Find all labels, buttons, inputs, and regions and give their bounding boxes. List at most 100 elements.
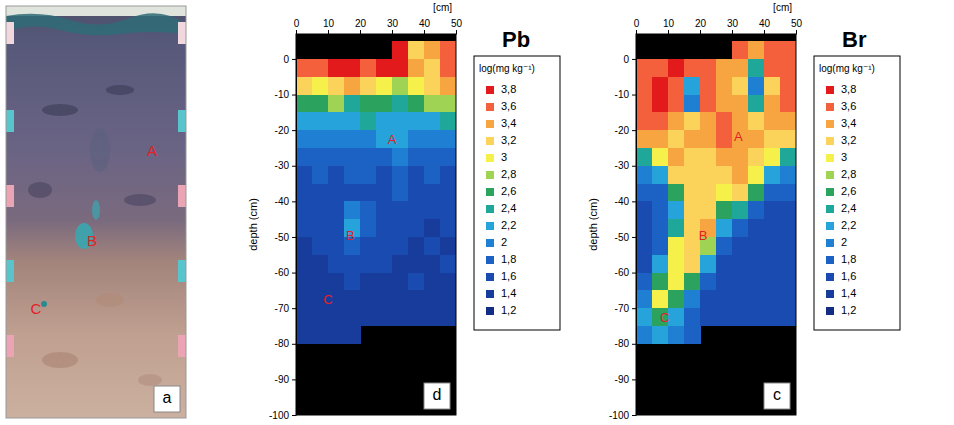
heat-cell — [392, 219, 409, 237]
heat-cell — [408, 112, 425, 130]
heat-cell — [440, 77, 456, 95]
heat-cell — [780, 148, 796, 166]
heat-cell — [716, 59, 733, 77]
tick-label: -10 — [275, 89, 290, 100]
tick-mark — [632, 379, 636, 380]
heat-cell — [764, 308, 781, 326]
plot-background — [296, 34, 456, 415]
heat-cell — [296, 184, 313, 202]
tick: -50 — [615, 232, 636, 243]
tick: 10 — [323, 18, 335, 34]
heat-cell — [408, 308, 425, 326]
heat-cell — [780, 255, 796, 273]
heat-cell — [700, 130, 717, 148]
tick-label: 50 — [791, 18, 803, 29]
tick-mark — [292, 415, 296, 416]
heat-cell — [748, 148, 765, 166]
tick-label: -100 — [609, 410, 629, 421]
heat-cell — [376, 255, 393, 273]
heat-cell — [328, 255, 345, 273]
colorbar-label: 1,4 — [501, 287, 516, 299]
heat-cell — [652, 290, 669, 308]
x-axis-title: [cm] — [433, 2, 452, 13]
colorbar-swatch — [826, 205, 834, 213]
tick: -90 — [615, 374, 636, 385]
tick-label: -70 — [275, 303, 290, 314]
heat-cell — [312, 184, 329, 202]
colorbar-swatch — [826, 307, 834, 315]
tick-mark — [700, 30, 701, 34]
tick-label: -80 — [275, 338, 290, 349]
heat-cell — [392, 290, 409, 308]
tick-mark — [732, 30, 733, 34]
heat-cell — [764, 273, 781, 291]
colorbar-swatch — [486, 188, 494, 196]
scale-marker — [178, 185, 186, 207]
tick-mark — [292, 59, 296, 60]
heat-cell — [424, 166, 441, 184]
colorbar-swatch — [826, 154, 834, 162]
heat-cell — [636, 237, 653, 255]
tick: -10 — [615, 89, 636, 100]
panel-label-box — [424, 383, 450, 409]
colorbar-label: 2,2 — [501, 219, 516, 231]
heat-cell — [780, 59, 796, 77]
heat-cell — [732, 184, 749, 202]
tick-label: -10 — [615, 89, 630, 100]
colorbar-label: 2,2 — [841, 219, 856, 231]
tick: -70 — [275, 303, 296, 314]
colorbar-label: 3,2 — [501, 134, 516, 146]
tick-mark — [632, 166, 636, 167]
tick-label: -40 — [615, 196, 630, 207]
heat-cell — [780, 184, 796, 202]
scale-marker — [178, 110, 186, 132]
heat-cell — [376, 219, 393, 237]
heat-cell — [344, 184, 361, 202]
heat-cell — [392, 59, 409, 77]
tick: -10 — [275, 89, 296, 100]
heat-cell — [652, 95, 669, 113]
heat-cell — [360, 237, 377, 255]
colorbar-swatch — [486, 273, 494, 281]
tick-label: 0 — [283, 54, 289, 65]
heat-cell — [684, 130, 701, 148]
plot-background — [636, 34, 796, 415]
tick-mark — [292, 273, 296, 274]
colorbar-swatch — [486, 154, 494, 162]
heat-cell — [748, 166, 765, 184]
heat-cell — [360, 112, 377, 130]
panel-label-box — [764, 383, 790, 409]
colorbar-swatch — [486, 137, 494, 145]
heat-cell — [408, 201, 425, 219]
figure: ABCa0-10-20-30-40-50-60-70-80-90-1000102… — [0, 0, 954, 425]
heat-cell — [424, 112, 441, 130]
heat-cell — [392, 308, 409, 326]
heat-cell — [652, 77, 669, 95]
heat-cell — [748, 290, 765, 308]
tick-label: 0 — [623, 54, 629, 65]
annotation: C — [323, 292, 332, 307]
heat-cell — [700, 201, 717, 219]
colorbar-label: 2,6 — [841, 185, 856, 197]
cells — [636, 41, 796, 344]
axis-line — [297, 34, 457, 35]
heat-cell — [296, 201, 313, 219]
heat-cell — [780, 130, 796, 148]
annotation: B — [699, 228, 708, 243]
heat-cell — [716, 184, 733, 202]
heat-cell — [424, 201, 441, 219]
heat-cell — [344, 326, 361, 344]
colorbar-swatch — [486, 222, 494, 230]
heat-cell — [748, 237, 765, 255]
heat-cell — [748, 255, 765, 273]
heat-cell — [716, 237, 733, 255]
heat-cell — [376, 184, 393, 202]
heat-cell — [668, 112, 685, 130]
heat-cell — [408, 219, 425, 237]
colorbar-swatch — [826, 273, 834, 281]
colorbar-label: 2 — [501, 236, 507, 248]
heat-cell — [440, 201, 456, 219]
heat-cell — [296, 308, 313, 326]
colorbar-label: 2,8 — [501, 168, 516, 180]
annotation: A — [388, 132, 397, 147]
